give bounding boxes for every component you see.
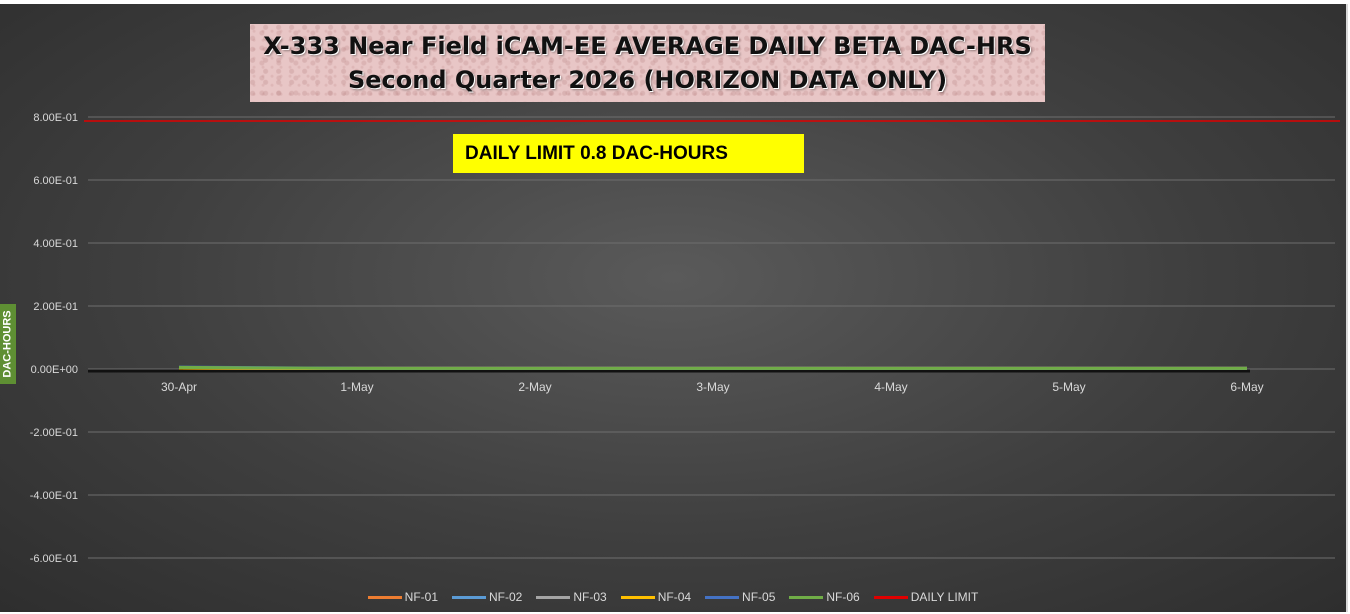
x-tick-label: 4-May — [874, 380, 907, 394]
legend-item: DAILY LIMIT — [873, 590, 979, 604]
legend-label: DAILY LIMIT — [910, 590, 979, 604]
y-tick-label: 2.00E-01 — [33, 301, 78, 313]
series-line-nf-06 — [178, 365, 1247, 370]
chart-title-line-2: Second Quarter 2026 (HORIZON DATA ONLY) — [347, 66, 948, 94]
chart-area: 8.00E-01 6.00E-01 4.00E-01 2.00E-01 0.00E+00… — [0, 4, 1348, 612]
legend-label: NF-04 — [657, 590, 692, 604]
legend-label: NF-06 — [826, 590, 860, 604]
x-tick-label: 2-May — [518, 380, 551, 394]
x-tick-label: 30-Apr — [161, 380, 197, 394]
x-tick-label: 6-May — [1230, 380, 1263, 394]
legend-label: NF-05 — [742, 590, 776, 604]
legend-item: NF-02 — [452, 590, 522, 604]
legend-label: NF-02 — [489, 590, 523, 604]
y-axis-title: DAC-HOURS — [0, 304, 16, 384]
x-tick-label: 1-May — [340, 380, 373, 394]
legend: NF-01 NF-02 NF-03 NF-04 NF-05 NF-06 DAILY LIMI… — [0, 588, 1346, 606]
chart-plot: 8.00E-01 6.00E-01 4.00E-01 2.00E-01 0.00E+00… — [30, 112, 1340, 565]
x-tick-label: 5-May — [1052, 380, 1085, 394]
legend-item: NF-06 — [789, 590, 860, 604]
legend-item: NF-05 — [705, 590, 775, 604]
legend-swatch — [452, 595, 487, 599]
y-tick-label: 4.00E-01 — [33, 238, 78, 250]
y-tick-label: 8.00E-01 — [33, 112, 78, 124]
legend-label: NF-03 — [573, 590, 607, 604]
legend-item: NF-03 — [536, 590, 607, 604]
chart-title-line-1: X-333 Near Field iCAM-EE AVERAGE DAILY B… — [263, 32, 1032, 60]
y-tick-label: -4.00E-01 — [30, 490, 78, 502]
legend-swatch — [873, 595, 908, 599]
x-tick-label: 3-May — [696, 380, 729, 394]
legend-swatch — [705, 595, 740, 599]
daily-limit-annotation: DAILY LIMIT 0.8 DAC-HOURS — [453, 134, 804, 173]
y-tick-label: 0.00E+00 — [31, 364, 78, 376]
y-tick-label: 6.00E-01 — [33, 175, 78, 187]
legend-label: NF-01 — [404, 590, 439, 604]
legend-item: NF-01 — [367, 590, 439, 604]
y-tick-label: -2.00E-01 — [30, 427, 78, 439]
chart-title-box: X-333 Near Field iCAM-EE AVERAGE DAILY B… — [250, 24, 1045, 102]
legend-swatch — [536, 595, 571, 599]
y-tick-label: -6.00E-01 — [30, 553, 78, 565]
legend-swatch — [367, 595, 402, 599]
legend-swatch — [620, 595, 655, 599]
legend-item: NF-04 — [620, 590, 692, 604]
y-axis-title-text: DAC-HOURS — [2, 310, 15, 378]
legend-swatch — [789, 595, 824, 599]
